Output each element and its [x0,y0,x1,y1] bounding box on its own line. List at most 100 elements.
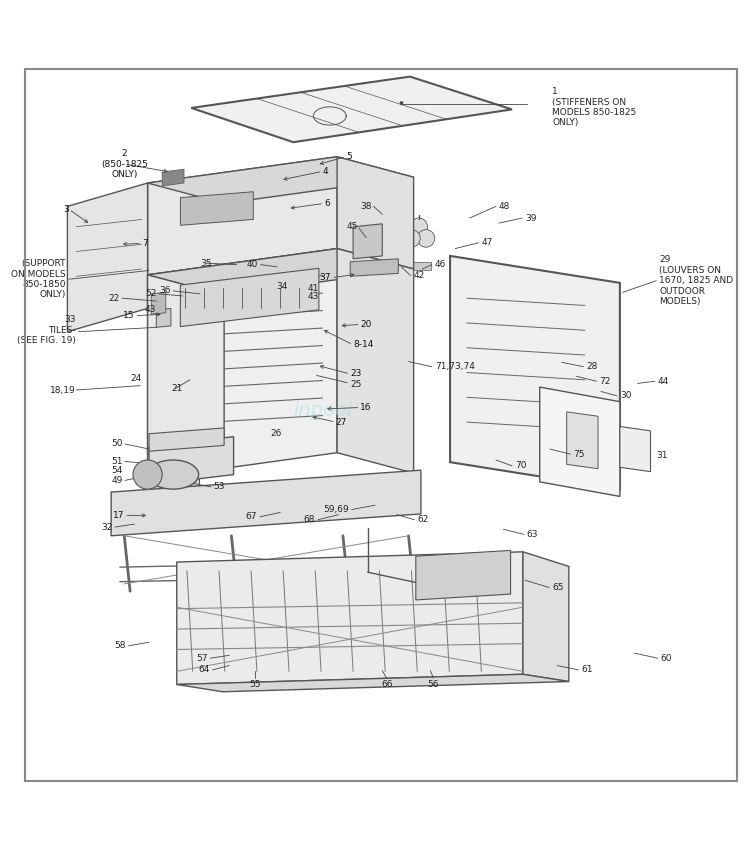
Text: 23: 23 [350,370,362,378]
Text: 43: 43 [145,305,156,314]
Text: 3: 3 [63,205,69,213]
Circle shape [475,393,487,405]
Text: 57: 57 [196,654,208,663]
Text: 42: 42 [414,271,425,280]
Polygon shape [416,550,511,600]
Bar [531,360,551,370]
Circle shape [475,411,487,422]
Polygon shape [620,427,650,472]
Text: 37: 37 [320,273,332,282]
Text: 71,73,74: 71,73,74 [435,362,475,371]
Polygon shape [147,248,414,295]
Text: 50: 50 [111,439,123,449]
Text: 30: 30 [620,391,632,400]
Polygon shape [147,156,414,203]
Polygon shape [450,256,620,489]
Bar [147,460,199,489]
Text: 34: 34 [276,282,287,291]
Polygon shape [149,428,224,451]
Text: 48: 48 [499,201,511,211]
Text: 53: 53 [213,483,225,491]
Circle shape [475,428,487,439]
Text: 64: 64 [199,666,210,674]
Text: 38: 38 [360,201,372,211]
Text: 21: 21 [171,384,182,393]
Polygon shape [151,292,165,314]
Text: 32: 32 [102,523,113,531]
Circle shape [402,230,420,247]
Text: 20: 20 [360,320,371,329]
Text: 26: 26 [270,429,281,439]
Polygon shape [111,470,421,536]
Bar [475,360,496,370]
Circle shape [503,428,515,439]
Polygon shape [567,412,598,468]
Bar [413,262,431,270]
Text: 5: 5 [346,152,352,162]
Text: 25: 25 [350,380,362,388]
Text: 70: 70 [515,462,526,470]
Text: 28: 28 [587,362,598,371]
Text: 63: 63 [526,530,538,539]
Text: 17: 17 [113,511,124,520]
Text: 61: 61 [581,666,593,674]
Text: 2
(850-1825
ONLY): 2 (850-1825 ONLY) [101,149,147,179]
Circle shape [503,411,515,422]
Text: 33
TILES-
(SEE FIG. 19): 33 TILES- (SEE FIG. 19) [17,315,76,345]
Polygon shape [156,309,171,327]
Text: 56: 56 [428,680,439,689]
Text: 62: 62 [417,515,429,524]
Text: 18,19: 18,19 [50,386,76,394]
Bar [559,360,579,370]
Text: 8-14: 8-14 [353,340,374,349]
Text: 41: 41 [308,284,320,293]
Text: 65: 65 [552,583,563,592]
Text: 51: 51 [111,457,123,466]
Ellipse shape [133,460,162,489]
Text: 59,69: 59,69 [323,505,349,514]
Polygon shape [540,387,620,496]
Text: 35: 35 [200,258,211,268]
Polygon shape [162,169,184,186]
Text: 31: 31 [656,451,668,460]
Text: (SUPPORT
ON MODELS
850-1850
ONLY): (SUPPORT ON MODELS 850-1850 ONLY) [11,259,66,299]
Text: 22: 22 [108,294,120,303]
Circle shape [439,562,465,588]
Circle shape [410,218,427,235]
Polygon shape [177,552,523,684]
Polygon shape [180,192,253,225]
Text: 47: 47 [481,238,493,247]
Text: 68: 68 [304,515,315,524]
Text: 67: 67 [245,513,257,521]
Text: 36: 36 [159,286,171,296]
Text: 16: 16 [360,403,372,412]
Text: 58: 58 [114,642,126,650]
Text: 6: 6 [324,199,329,208]
Ellipse shape [147,460,199,489]
Bar [503,360,523,370]
Polygon shape [177,674,569,692]
Text: 44: 44 [658,377,669,386]
Polygon shape [191,76,512,142]
Polygon shape [523,552,569,682]
Text: 52: 52 [145,289,156,298]
Text: 60: 60 [661,654,672,663]
Polygon shape [337,248,414,473]
Polygon shape [180,269,319,326]
Text: 46: 46 [435,260,446,269]
Text: 75: 75 [573,450,585,459]
Text: 66: 66 [381,680,393,689]
Text: 55: 55 [250,680,261,689]
Polygon shape [147,248,337,479]
Polygon shape [353,224,382,258]
Text: 7: 7 [141,239,147,248]
Text: 27: 27 [335,417,347,427]
Text: inpool: inpool [293,401,352,420]
Text: 43: 43 [308,292,320,301]
Text: 24: 24 [131,374,141,382]
Text: 4: 4 [323,167,328,176]
Text: 54: 54 [111,467,123,475]
Polygon shape [337,156,414,269]
Text: 39: 39 [525,213,537,223]
Polygon shape [147,275,224,474]
